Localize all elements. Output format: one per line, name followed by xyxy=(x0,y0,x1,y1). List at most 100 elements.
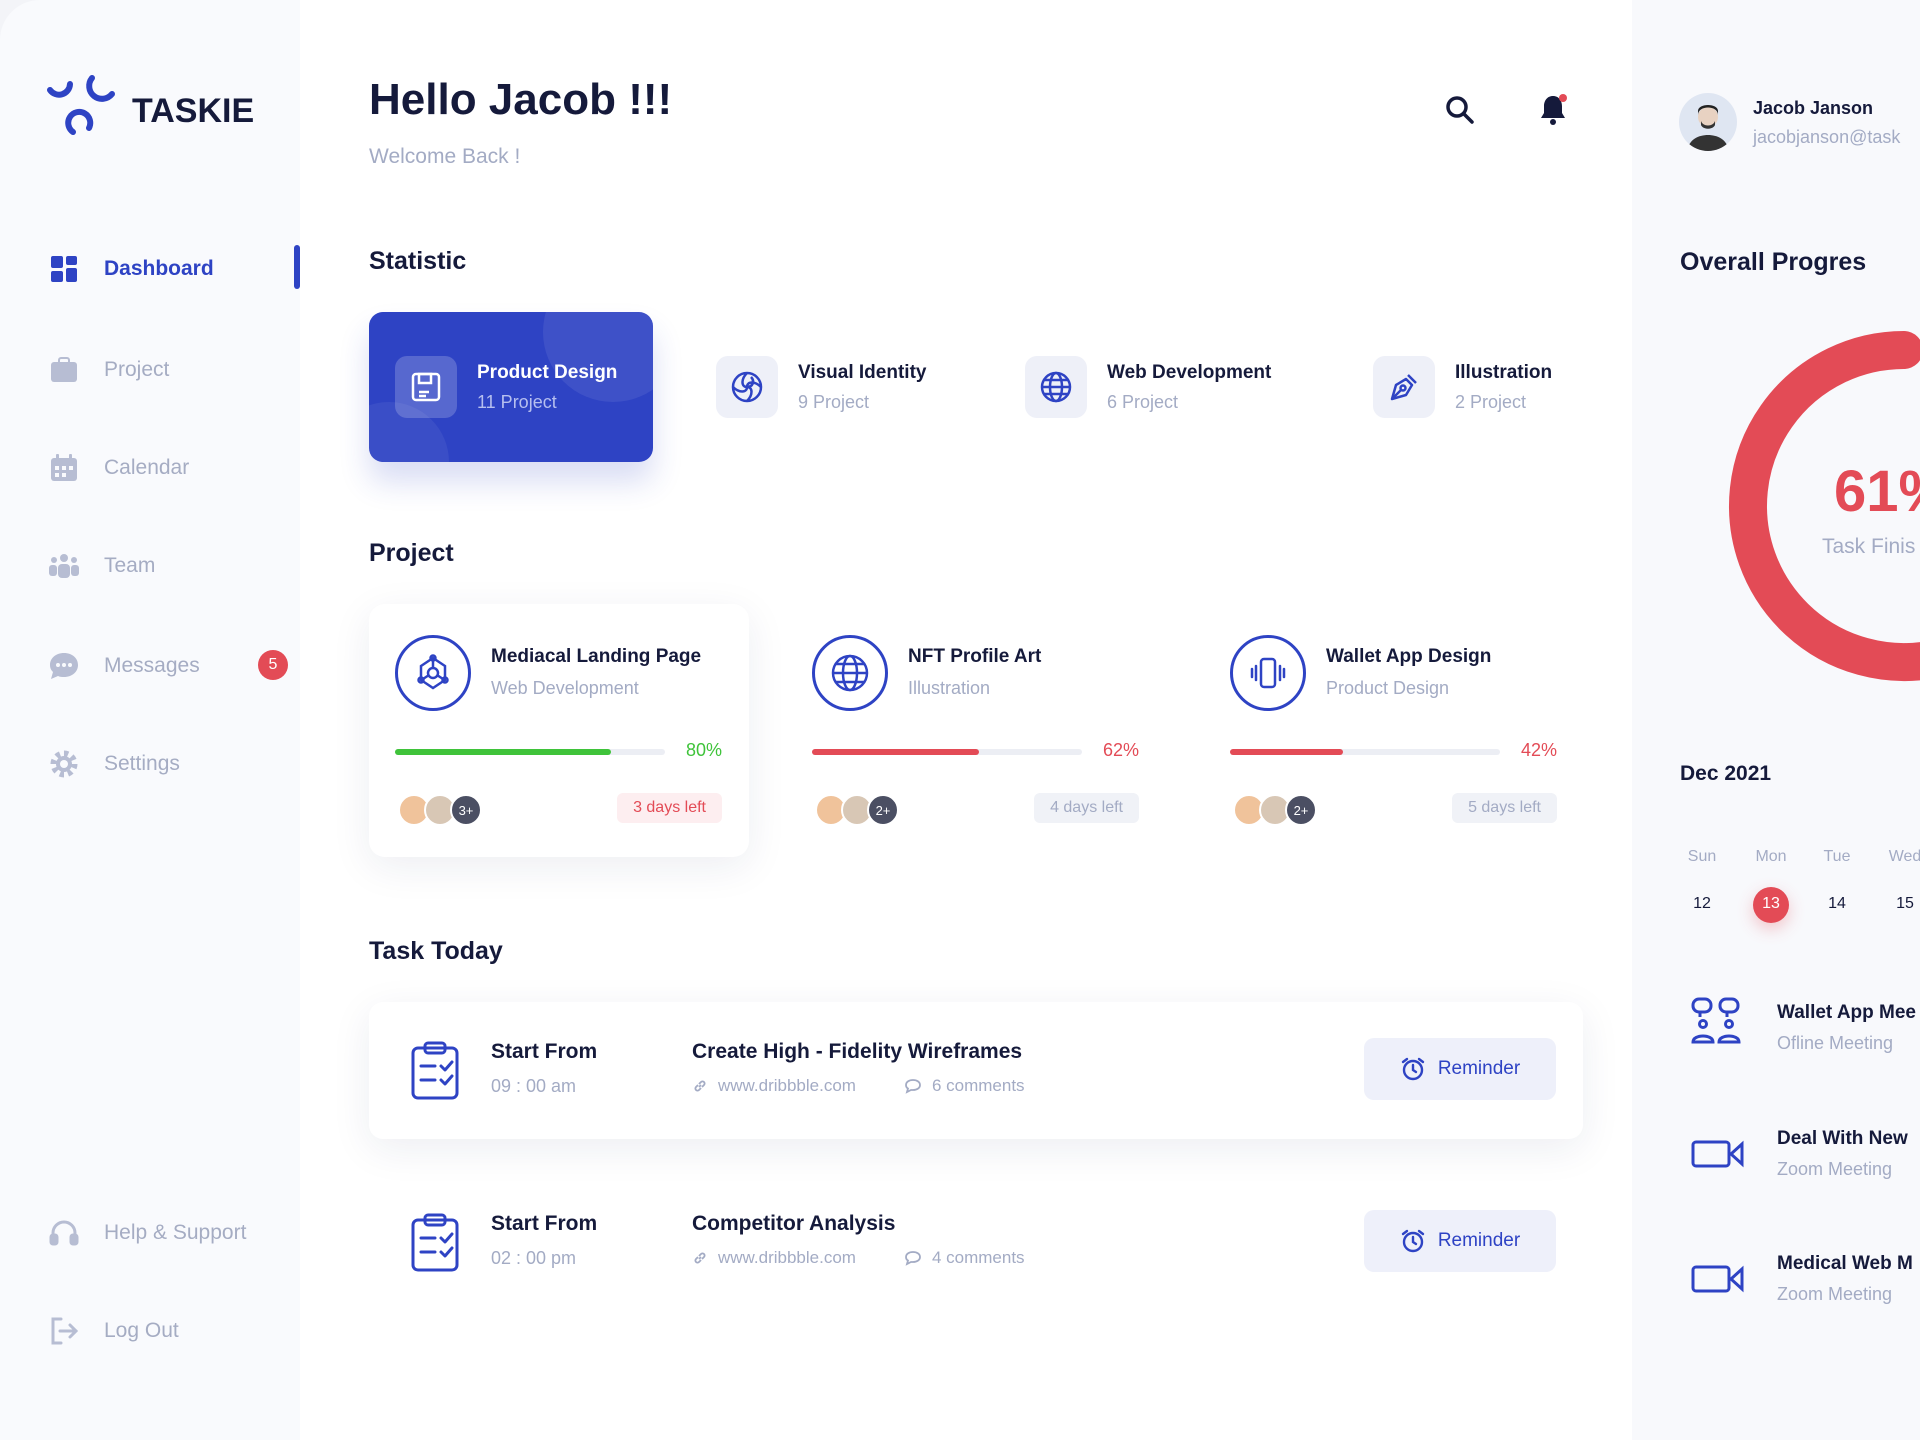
sidebar-item-help-support[interactable]: Help & Support xyxy=(48,1213,246,1253)
task-time: 09 : 00 am xyxy=(491,1076,577,1096)
meeting-title: Wallet App Mee xyxy=(1777,1002,1916,1023)
briefcase-icon xyxy=(51,357,77,382)
project-category: Product Design xyxy=(1326,678,1450,698)
sidebar-item-label: Calendar xyxy=(104,456,190,479)
project-title: Mediacal Landing Page xyxy=(491,646,702,667)
stat-title: Product Design xyxy=(477,361,618,383)
due-badge: 5 days left xyxy=(1452,793,1557,823)
progress-percent: 62% xyxy=(1102,740,1139,760)
active-indicator xyxy=(294,245,300,289)
more-members-count: 2+ xyxy=(1285,794,1317,826)
project-card[interactable]: Mediacal Landing Page Web Development 80… xyxy=(369,604,749,857)
project-category: Web Development xyxy=(491,678,639,698)
weekday-label: Mon xyxy=(1755,848,1787,865)
sidebar-item-label: Help & Support xyxy=(104,1221,247,1244)
sidebar-item-log-out[interactable]: Log Out xyxy=(48,1311,179,1351)
project-icon xyxy=(395,635,471,711)
sidebar-item-label: Messages xyxy=(104,654,200,677)
team-icon xyxy=(49,554,79,578)
sidebar-item-label: Settings xyxy=(104,752,180,775)
task-comments[interactable]: 4 comments xyxy=(904,1248,1025,1268)
sidebar-item-dashboard[interactable]: Dashboard xyxy=(48,249,214,289)
sidebar-item-project[interactable]: Project xyxy=(48,350,169,390)
progress-donut xyxy=(1729,331,1920,681)
weekday-label: Sun xyxy=(1687,848,1717,865)
progress-bar xyxy=(812,749,1082,755)
project-card[interactable]: Wallet App Design Product Design 42% 2+ … xyxy=(1204,604,1584,857)
bell-icon[interactable] xyxy=(1536,92,1570,133)
floppy-icon xyxy=(395,356,457,418)
progress-fill xyxy=(1230,749,1344,755)
task-link[interactable]: www.dribbble.com xyxy=(692,1248,856,1268)
pen-tool-icon xyxy=(1373,356,1435,418)
project-icon xyxy=(812,635,888,711)
calendar-date[interactable]: 14 xyxy=(1828,895,1846,912)
alarm-clock-icon xyxy=(1401,1057,1425,1081)
calendar-date[interactable]: 15 xyxy=(1896,895,1914,912)
sidebar-item-label: Dashboard xyxy=(104,257,214,280)
task-title: Create High - Fidelity Wireframes xyxy=(692,1040,1023,1063)
stat-title: Visual Identity xyxy=(798,361,927,383)
reminder-button[interactable]: Reminder xyxy=(1364,1038,1556,1100)
stat-count: 9 Project xyxy=(798,391,870,412)
more-members-count: 3+ xyxy=(450,794,482,826)
progress-value: 61% xyxy=(1834,459,1920,524)
logout-icon xyxy=(51,1317,79,1345)
task-comments-text: 4 comments xyxy=(931,1248,1025,1267)
meeting-title: Deal With New xyxy=(1777,1128,1908,1149)
task-item[interactable]: Start From 09 : 00 am Create High - Fide… xyxy=(369,1002,1583,1139)
brand-name: TASKIE xyxy=(132,92,255,130)
progress-caption: Task Finis xyxy=(1822,535,1916,558)
page-title: Hello Jacob !!! xyxy=(369,75,673,124)
sidebar-item-calendar[interactable]: Calendar xyxy=(48,448,189,488)
reminder-button[interactable]: Reminder xyxy=(1364,1210,1556,1272)
task-item[interactable]: Start From 02 : 00 pm Competitor Analysi… xyxy=(369,1174,1583,1311)
sidebar-item-messages[interactable]: Messages xyxy=(48,646,200,686)
member-avatars[interactable]: 2+ xyxy=(815,794,899,826)
stat-title: Web Development xyxy=(1107,361,1272,383)
video-camera-icon xyxy=(1691,1140,1744,1168)
stat-card-illustration[interactable]: Illustration 2 Project xyxy=(1373,356,1552,418)
project-heading: Project xyxy=(369,539,454,567)
member-avatars[interactable]: 2+ xyxy=(1233,794,1317,826)
task-comments[interactable]: 6 comments xyxy=(904,1076,1025,1096)
due-badge: 3 days left xyxy=(617,793,722,823)
video-camera-icon xyxy=(1691,1265,1744,1293)
task-comments-text: 6 comments xyxy=(931,1076,1025,1095)
stat-card-product-design[interactable]: Product Design 11 Project xyxy=(369,312,653,462)
stat-card-web-development[interactable]: Web Development 6 Project xyxy=(1025,356,1271,418)
avatar[interactable] xyxy=(1679,93,1737,151)
user-email: jacobjanson@task xyxy=(1753,127,1901,147)
avatar xyxy=(815,794,847,826)
overall-progress-heading: Overall Progres xyxy=(1680,248,1867,276)
project-card[interactable]: NFT Profile Art Illustration 62% 2+ 4 da… xyxy=(786,604,1166,857)
reminder-label: Reminder xyxy=(1437,1230,1521,1251)
stat-card-visual-identity[interactable]: Visual Identity 9 Project xyxy=(716,356,926,418)
progress-bar xyxy=(1230,749,1500,755)
project-icon xyxy=(1230,635,1306,711)
calendar-date[interactable]: 13 xyxy=(1762,895,1780,912)
stat-count: 6 Project xyxy=(1107,391,1179,412)
calendar-date[interactable]: 12 xyxy=(1693,895,1711,912)
task-link[interactable]: www.dribbble.com xyxy=(692,1076,856,1096)
sidebar-item-settings[interactable]: Settings xyxy=(48,744,180,784)
sidebar-item-team[interactable]: Team xyxy=(48,546,155,586)
comment-icon xyxy=(905,1251,921,1266)
progress-percent: 42% xyxy=(1520,740,1557,760)
meeting-type: Ofline Meeting xyxy=(1777,1033,1894,1053)
task-today-heading: Task Today xyxy=(369,937,503,965)
sidebar-item-label: Project xyxy=(104,358,170,381)
gear-icon xyxy=(50,750,78,778)
progress-bar xyxy=(395,749,665,755)
sidebar-item-label: Team xyxy=(104,554,156,577)
stat-title: Illustration xyxy=(1455,361,1553,383)
search-icon[interactable] xyxy=(1444,94,1476,131)
people-chat-icon xyxy=(1691,997,1741,1044)
project-title: NFT Profile Art xyxy=(908,646,1042,667)
headset-icon xyxy=(49,1220,79,1246)
member-avatars[interactable]: 3+ xyxy=(398,794,482,826)
meeting-type: Zoom Meeting xyxy=(1777,1284,1893,1304)
more-members-count: 2+ xyxy=(867,794,899,826)
clipboard-check-icon xyxy=(411,1213,459,1272)
comment-icon xyxy=(905,1079,921,1094)
